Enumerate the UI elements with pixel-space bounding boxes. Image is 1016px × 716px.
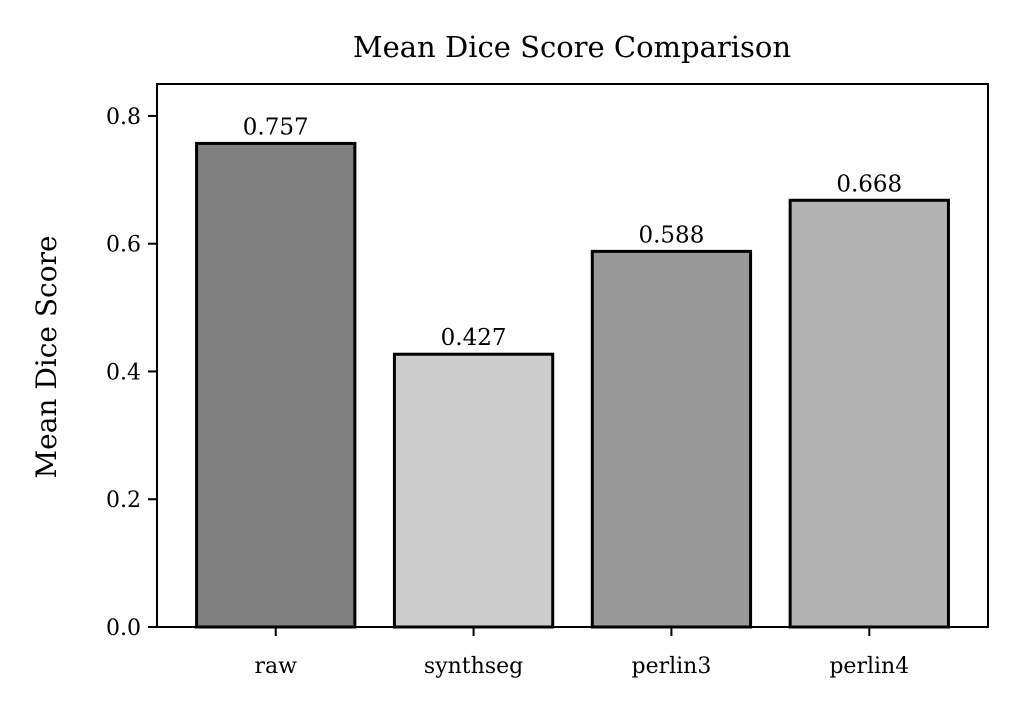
x-axis: raw synthseg perlin3 perlin4 bbox=[254, 627, 909, 679]
y-tick-label: 0.0 bbox=[106, 616, 141, 641]
y-tick-label: 0.6 bbox=[106, 233, 141, 258]
data-labels-group: 0.757 0.427 0.588 0.668 bbox=[243, 114, 902, 351]
bar-raw bbox=[195, 141, 357, 629]
y-axis-label: Mean Dice Score bbox=[30, 235, 63, 478]
bar-synthseg bbox=[392, 352, 555, 629]
x-tick-label-raw: raw bbox=[254, 654, 297, 679]
bars-group bbox=[195, 141, 950, 629]
bar-perlin3 bbox=[590, 249, 753, 629]
data-label-perlin4: 0.668 bbox=[836, 171, 902, 197]
y-tick-label: 0.8 bbox=[106, 105, 141, 130]
bar-perlin4 bbox=[788, 198, 950, 629]
x-tick-label-synthseg: synthseg bbox=[424, 654, 523, 679]
data-label-synthseg: 0.427 bbox=[441, 325, 507, 351]
plot-frame bbox=[156, 83, 989, 628]
data-label-perlin3: 0.588 bbox=[638, 222, 704, 248]
y-tick-label: 0.2 bbox=[106, 488, 141, 513]
data-label-raw: 0.757 bbox=[243, 114, 309, 140]
x-tick-label-perlin3: perlin3 bbox=[631, 654, 711, 679]
y-tick-label: 0.4 bbox=[106, 360, 141, 385]
x-tick-label-perlin4: perlin4 bbox=[829, 654, 909, 679]
y-axis: 0.0 0.2 0.4 0.6 0.8 bbox=[106, 105, 157, 641]
chart-title: Mean Dice Score Comparison bbox=[353, 30, 791, 64]
